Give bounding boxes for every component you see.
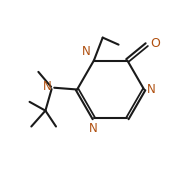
Text: N: N	[43, 80, 52, 93]
Text: O: O	[150, 37, 160, 50]
Text: N: N	[147, 83, 156, 96]
Text: N: N	[82, 45, 91, 58]
Text: N: N	[89, 122, 97, 135]
